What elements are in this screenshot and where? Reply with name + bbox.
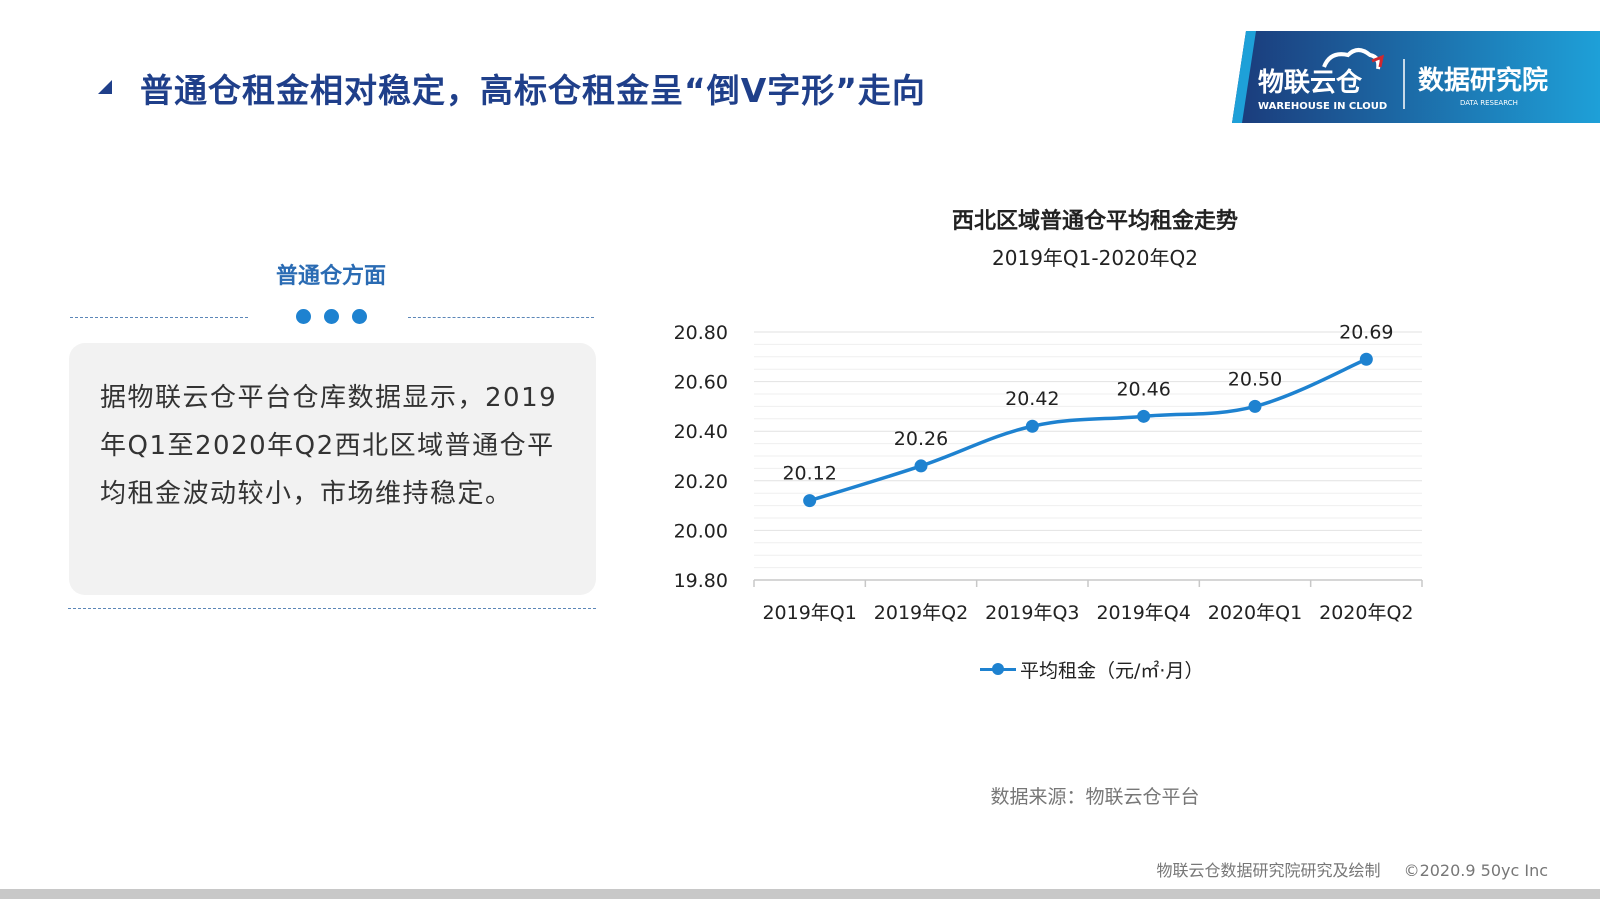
logo-background: [1232, 31, 1600, 123]
divider-left: [70, 317, 248, 318]
y-tick-labels: 20.80 20.60 20.40 20.20 20.00 19.80: [674, 322, 728, 592]
data-point: [1248, 399, 1262, 413]
logo-graphic: 物联云仓 WAREHOUSE IN CLOUD 数据研究院 DATA RESEA…: [1232, 31, 1600, 123]
series: [803, 352, 1373, 508]
data-label: 20.50: [1228, 368, 1282, 390]
data-label: 20.12: [782, 463, 836, 485]
logo-brand-cn: 物联云仓: [1258, 67, 1363, 98]
footer-copyright: ©2020.9 50yc Inc: [1403, 861, 1548, 880]
divider-bottom: [68, 608, 596, 609]
chart-subtitle: 2019年Q1-2020年Q2: [992, 246, 1198, 270]
data-labels: 20.12 20.26 20.42 20.46 20.50 20.69: [782, 321, 1393, 484]
series-line: [809, 357, 1368, 503]
y-tick-label: 19.80: [674, 570, 728, 592]
y-tick-label: 20.00: [674, 520, 728, 542]
logo: 物联云仓 WAREHOUSE IN CLOUD 数据研究院 DATA RESEA…: [1232, 31, 1600, 123]
footer-credit: 物联云仓数据研究院研究及绘制: [1156, 861, 1381, 880]
dots-decoration: [296, 309, 372, 325]
x-tick-label: 2019年Q2: [874, 602, 968, 624]
data-point: [803, 494, 817, 508]
data-label: 20.26: [894, 428, 948, 450]
legend: 平均租金（元/㎡·月）: [980, 656, 1203, 682]
axes: [753, 579, 1423, 587]
dot: [296, 309, 311, 324]
footer: 物联云仓数据研究院研究及绘制 ©2020.9 50yc Inc: [1156, 857, 1548, 881]
logo-stripe: [1232, 31, 1256, 123]
x-tick-label: 2019年Q4: [1096, 602, 1190, 624]
data-label: 20.69: [1339, 321, 1393, 343]
dot: [352, 309, 367, 324]
text-card: [69, 343, 596, 595]
arrow-icon: [1371, 54, 1385, 68]
bottom-bar: [0, 889, 1600, 899]
x-tick-label: 2020年Q2: [1319, 602, 1413, 624]
data-point: [1137, 409, 1151, 423]
y-tick-label: 20.60: [674, 372, 728, 394]
legend-label: 平均租金（元/㎡·月）: [1020, 659, 1204, 682]
x-tick-label: 2019年Q1: [762, 602, 856, 624]
y-tick-label: 20.40: [674, 421, 728, 443]
data-point: [914, 459, 928, 473]
x-tick-labels: 2019年Q1 2019年Q2 2019年Q3 2019年Q4 2020年Q1 2020年…: [762, 602, 1413, 624]
y-tick-label: 20.20: [674, 471, 728, 493]
card-text: 据物联云仓平台仓库数据显示，2019年Q1至2020年Q2西北区域普通仓平均租金…: [100, 383, 558, 509]
x-tick-label: 2019年Q3: [985, 602, 1079, 624]
data-point: [1359, 352, 1373, 366]
page-title: 普通仓租金相对稳定，高标仓租金呈“倒V字形”走向: [140, 71, 926, 110]
data-label: 20.42: [1005, 388, 1059, 410]
divider-right: [408, 317, 594, 318]
data-label: 20.46: [1116, 378, 1170, 400]
legend-marker-icon: [980, 659, 1016, 679]
dot: [324, 309, 339, 324]
y-tick-label: 20.80: [674, 322, 728, 344]
data-point: [1025, 419, 1039, 433]
x-tick-label: 2020年Q1: [1208, 602, 1302, 624]
logo-brand-en: WAREHOUSE IN CLOUD: [1258, 101, 1387, 112]
section-heading: 普通仓方面: [275, 264, 386, 289]
logo-institute-cn: 数据研究院: [1418, 65, 1548, 96]
grid: [754, 331, 1422, 581]
logo-institute-en: DATA RESEARCH: [1460, 99, 1518, 107]
title-marker-icon: [98, 80, 112, 94]
source-note: 数据来源：物联云仓平台: [990, 786, 1200, 808]
legend-dot: [992, 663, 1004, 675]
chart-title: 西北区域普通仓平均租金走势: [951, 209, 1238, 234]
